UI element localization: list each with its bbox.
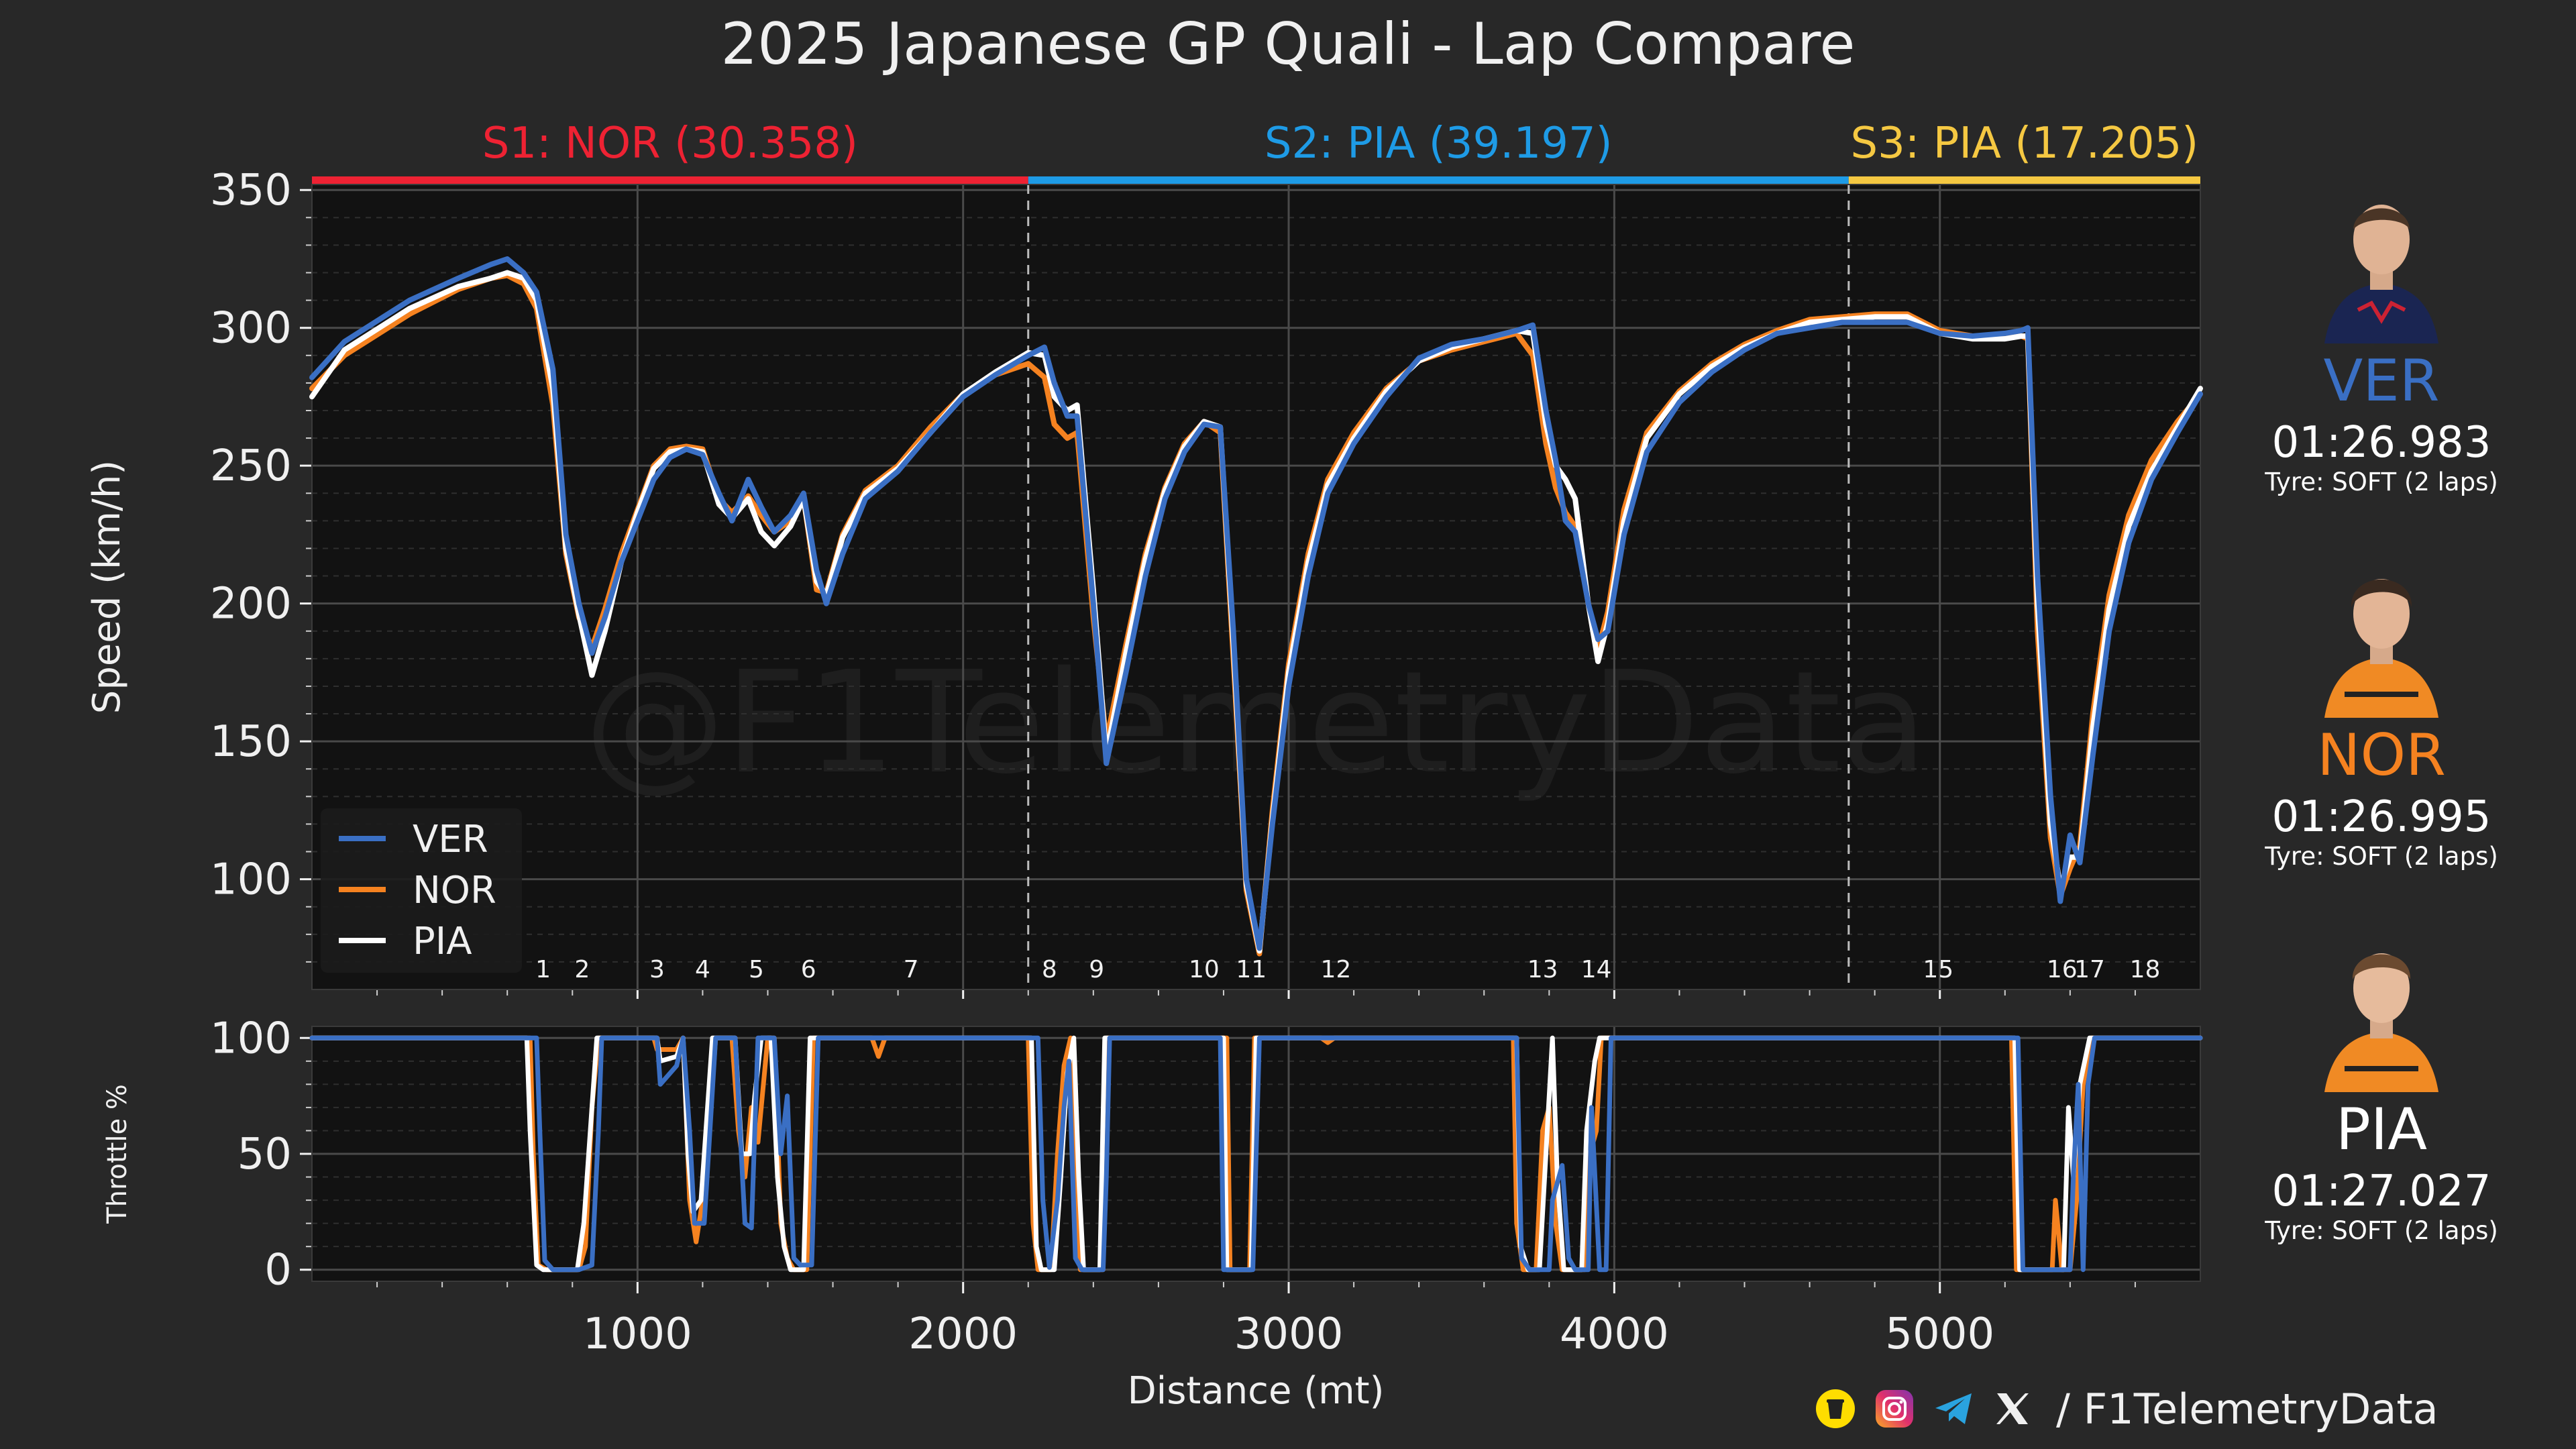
corner-label: 17 bbox=[2074, 956, 2105, 983]
speed-tick-label: 100 bbox=[210, 855, 292, 905]
corner-label: 12 bbox=[1321, 956, 1352, 983]
corner-label: 5 bbox=[749, 956, 764, 983]
throttle-line-pia bbox=[309, 1035, 2203, 1273]
driver-card-nor: NOR 01:26.995 Tyre: SOFT (2 laps) bbox=[2227, 550, 2536, 872]
speed-panel-frame bbox=[311, 184, 2201, 990]
driver-tyre: Tyre: SOFT (2 laps) bbox=[2265, 1216, 2498, 1245]
speed-axis-label: Speed (km/h) bbox=[85, 460, 129, 714]
series-lines bbox=[309, 256, 2203, 1273]
throttle-panel-frame bbox=[311, 1026, 2201, 1282]
corner-label: 10 bbox=[1189, 956, 1220, 983]
sector-bar: S1: NOR (30.358) S2: PIA (39.197) S3: PIA … bbox=[312, 119, 2200, 187]
speed-tick-label: 350 bbox=[210, 166, 292, 215]
corner-label: 11 bbox=[1236, 956, 1267, 983]
legend-label-pia: PIA bbox=[413, 920, 472, 963]
corner-label: 15 bbox=[1923, 956, 1953, 983]
driver-card-pia: PIA 01:27.027 Tyre: SOFT (2 laps) bbox=[2227, 924, 2536, 1246]
driver-tyre: Tyre: SOFT (2 laps) bbox=[2265, 842, 2498, 871]
sector-label-2: S2: PIA (39.197) bbox=[1265, 119, 1613, 168]
telegram-icon[interactable] bbox=[1933, 1388, 1974, 1430]
driver-lap-time: 01:27.027 bbox=[2271, 1167, 2491, 1216]
legend: VER NOR PIA bbox=[321, 808, 522, 973]
driver-code: NOR bbox=[2317, 722, 2446, 789]
x-tick-label: 3000 bbox=[1234, 1309, 1344, 1359]
speed-line-ver bbox=[309, 256, 2203, 951]
corner-label: 2 bbox=[574, 956, 590, 983]
corner-label: 7 bbox=[904, 956, 919, 983]
x-axis-label: Distance (mt) bbox=[1128, 1369, 1385, 1413]
x-icon[interactable] bbox=[1992, 1388, 2033, 1430]
social-handle[interactable]: / F1TelemetryData bbox=[2056, 1384, 2438, 1434]
throttle-tick-label: 50 bbox=[237, 1130, 292, 1179]
x-tick-label: 4000 bbox=[1560, 1309, 1669, 1359]
legend-label-nor: NOR bbox=[413, 869, 496, 912]
throttle-tick-label: 0 bbox=[264, 1246, 292, 1295]
corner-label: 16 bbox=[2047, 956, 2078, 983]
corner-label: 8 bbox=[1042, 956, 1057, 983]
driver-code: PIA bbox=[2335, 1096, 2428, 1163]
driver-avatar bbox=[2318, 550, 2445, 718]
driver-lap-time: 01:26.995 bbox=[2271, 792, 2491, 842]
corner-label: 14 bbox=[1581, 956, 1612, 983]
corner-label: 4 bbox=[695, 956, 710, 983]
axes: 100 150 200 250 300 350 0 50 100 1000 2000 3000 4000… bbox=[210, 166, 2201, 1359]
corner-label: 3 bbox=[649, 956, 665, 983]
driver-avatar bbox=[2318, 176, 2445, 343]
coffee-icon[interactable] bbox=[1815, 1388, 1856, 1430]
speed-panel bbox=[312, 184, 2200, 989]
corner-label: 6 bbox=[801, 956, 816, 983]
throttle-tick-label: 100 bbox=[210, 1014, 292, 1063]
sector-label-1: S1: NOR (30.358) bbox=[482, 119, 858, 168]
corner-label: 9 bbox=[1089, 956, 1104, 983]
corner-label: 1 bbox=[535, 956, 551, 983]
watermark: @F1TelemetryData bbox=[584, 641, 1927, 805]
legend-box bbox=[321, 808, 522, 973]
speed-tick-label: 250 bbox=[210, 441, 292, 491]
x-tick-label: 5000 bbox=[1885, 1309, 1994, 1359]
corner-label: 18 bbox=[2130, 956, 2161, 983]
throttle-axis-label: Throttle % bbox=[102, 1084, 133, 1224]
speed-tick-label: 300 bbox=[210, 304, 292, 354]
sector-label-3: S3: PIA (17.205) bbox=[1851, 119, 2199, 168]
corner-label: 13 bbox=[1527, 956, 1558, 983]
x-tick-label: 2000 bbox=[908, 1309, 1018, 1359]
social-links: / F1TelemetryData bbox=[1815, 1382, 2438, 1436]
throttle-line-ver bbox=[309, 1035, 2203, 1273]
legend-label-ver: VER bbox=[413, 818, 488, 861]
instagram-icon[interactable] bbox=[1874, 1388, 1915, 1430]
speed-tick-label: 200 bbox=[210, 580, 292, 629]
driver-lap-time: 01:26.983 bbox=[2271, 418, 2491, 468]
x-tick-label: 1000 bbox=[583, 1309, 692, 1359]
speed-tick-label: 150 bbox=[210, 717, 292, 767]
driver-card-ver: VER 01:26.983 Tyre: SOFT (2 laps) bbox=[2227, 176, 2536, 498]
driver-tyre: Tyre: SOFT (2 laps) bbox=[2265, 468, 2498, 496]
driver-avatar bbox=[2318, 924, 2445, 1092]
driver-code: VER bbox=[2323, 347, 2440, 415]
chart-title: 2025 Japanese GP Quali - Lap Compare bbox=[721, 11, 1856, 78]
